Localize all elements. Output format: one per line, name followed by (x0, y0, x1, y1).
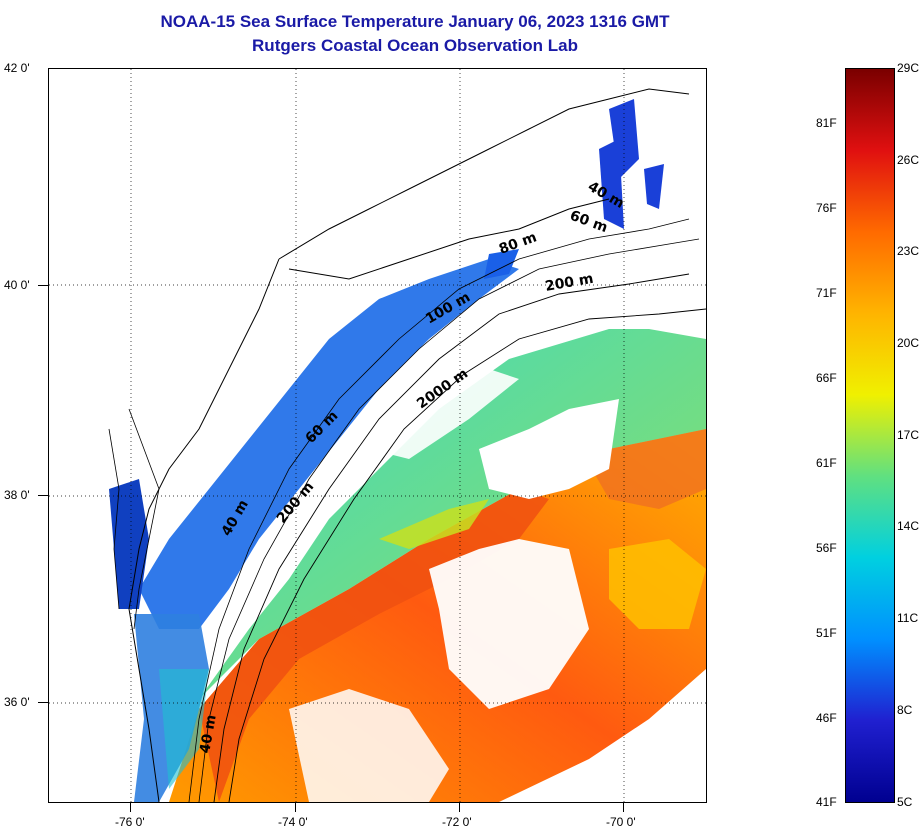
chesapeake-bay-water (109, 479, 149, 609)
cbar-label-56f: 56F (816, 541, 837, 555)
coastline-north (278, 88, 690, 280)
cloud-mask-2 (429, 539, 589, 709)
lat-label-42: 42 0' (4, 61, 30, 75)
cbar-label-51f: 51F (816, 626, 837, 640)
contour-200m (213, 273, 690, 802)
cbar-label-41f: 41F (816, 795, 837, 809)
gridlines (49, 69, 706, 802)
cbar-label-17c: 17C (897, 428, 919, 442)
lon-label-76: -76 0' (115, 815, 145, 829)
map-title-line1: NOAA-15 Sea Surface Temperature January … (160, 12, 670, 31)
nearshore-teal-south (159, 669, 209, 789)
temperature-colorbar (845, 68, 895, 803)
cloud-mask-1 (479, 399, 619, 499)
chesapeake-outline (108, 408, 160, 630)
lon-tick (130, 802, 131, 812)
sst-map-canvas: 40 m 60 m 80 m 200 m 100 m 2000 m 60 m 2… (49, 69, 706, 802)
shelf-water-region (139, 259, 519, 629)
lat-tick (38, 495, 48, 496)
sst-map: 40 m 60 m 80 m 200 m 100 m 2000 m 60 m 2… (48, 68, 707, 803)
lat-label-38: 38 0' (4, 488, 30, 502)
cbar-label-66f: 66F (816, 371, 837, 385)
cbar-label-23c: 23C (897, 244, 919, 258)
cbar-label-61f: 61F (816, 456, 837, 470)
cold-patch-north3 (644, 164, 664, 209)
cbar-label-81f: 81F (816, 116, 837, 130)
cold-patch-north2 (599, 139, 624, 229)
contour-60m (198, 238, 700, 802)
lon-label-70: -70 0' (606, 815, 636, 829)
contour-2000m (228, 308, 706, 802)
lat-tick (38, 285, 48, 286)
contour-label-40m-south: 40 m (197, 714, 220, 755)
yellow-eddy-southeast (609, 539, 706, 629)
cbar-label-20c: 20C (897, 336, 919, 350)
contour-label-60m-north: 60 m (568, 208, 610, 236)
lat-label-40: 40 0' (4, 278, 30, 292)
cbar-label-76f: 76F (816, 201, 837, 215)
lon-tick (295, 802, 296, 812)
map-title-line2: Rutgers Coastal Ocean Observation Lab (252, 36, 578, 55)
cbar-label-71f: 71F (816, 286, 837, 300)
cbar-label-5c: 5C (897, 795, 913, 809)
cold-patch-center (484, 249, 519, 279)
cloud-mask-5 (369, 369, 519, 459)
lat-label-36: 36 0' (4, 695, 30, 709)
cbar-label-29c: 29C (897, 61, 919, 75)
lat-tick (38, 702, 48, 703)
cbar-label-11c: 11C (897, 611, 919, 625)
contour-label-80m: 80 m (497, 229, 539, 257)
lon-label-74: -74 0' (278, 815, 308, 829)
green-filament (379, 499, 489, 549)
cbar-label-14c: 14C (897, 519, 919, 533)
cbar-label-8c: 8C (897, 703, 913, 717)
lon-tick (459, 802, 460, 812)
cbar-label-26c: 26C (897, 153, 919, 167)
cbar-label-46f: 46F (816, 711, 837, 725)
cloud-mask-3 (519, 279, 706, 339)
lon-label-72: -72 0' (442, 815, 472, 829)
cloud-mask-4 (289, 689, 449, 802)
lon-tick (623, 802, 624, 812)
contour-40m (188, 218, 690, 802)
